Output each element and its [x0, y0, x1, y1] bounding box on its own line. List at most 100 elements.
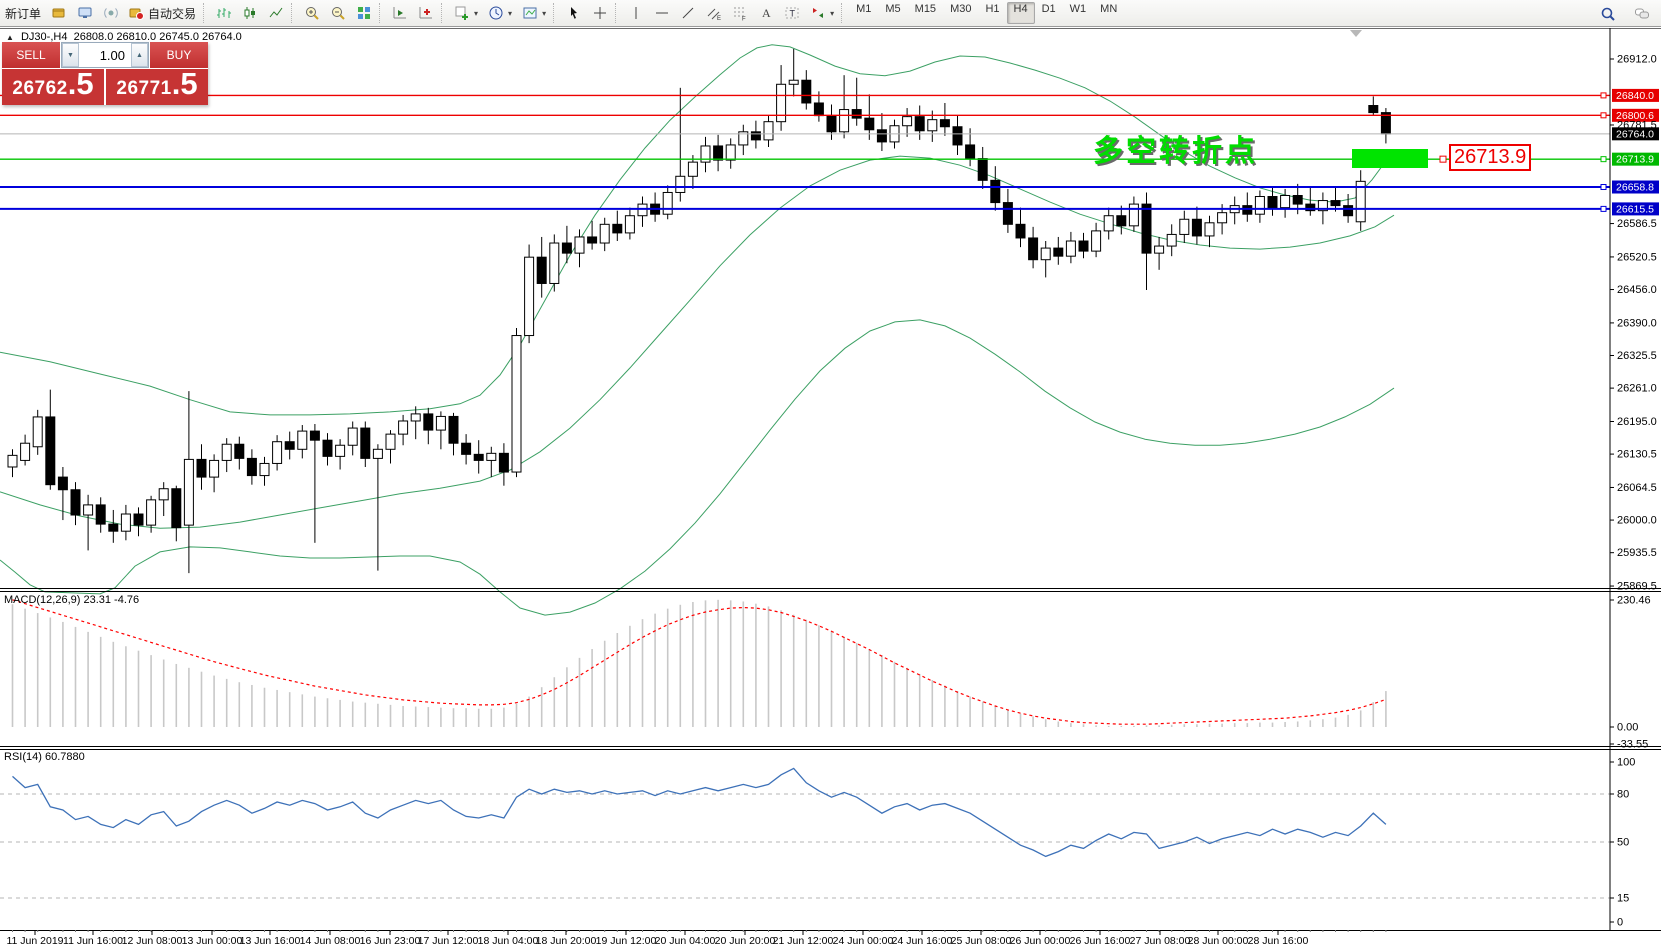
rsi-axis-label: 50: [1617, 837, 1629, 849]
candle-body-bear: [1015, 223, 1026, 239]
sell-button[interactable]: SELL: [2, 42, 60, 68]
volume-input[interactable]: 1.00: [99, 47, 125, 63]
templates-button[interactable]: ▾: [517, 1, 551, 25]
crosshair-button[interactable]: [587, 1, 613, 25]
candle-body-bear: [461, 442, 472, 455]
main-toolbar: 新订单 自动交易 ▾ ▾ ▾ E F A T ▾ M1 M5 M15 M30 H1 H4 D1 W1 MN: [0, 0, 1661, 27]
text-button[interactable]: A: [753, 1, 779, 25]
volume-decrease-button[interactable]: ▼: [62, 43, 79, 67]
market-watch-icon: [77, 5, 93, 21]
cursor-icon: [566, 5, 582, 21]
time-axis-label: 28 Jun 00:00: [1188, 935, 1249, 947]
sell-price-button[interactable]: 26762 .5: [2, 68, 104, 105]
timeframe-h4-button[interactable]: H4: [1006, 2, 1035, 24]
signals-icon[interactable]: [98, 1, 124, 25]
new-order-button[interactable]: 新订单: [0, 1, 46, 25]
bar-chart-button[interactable]: [211, 1, 237, 25]
text-icon: A: [758, 5, 774, 21]
candle-body-bear: [1343, 205, 1354, 217]
candle-body-bull: [32, 416, 43, 448]
timeframe-m5-button[interactable]: M5: [885, 3, 901, 15]
candle-body-bear: [309, 430, 320, 441]
signals-icon: [103, 5, 119, 21]
crosshair-icon: [592, 5, 608, 21]
candle-body-bull: [1280, 195, 1291, 209]
time-axis-label: 27 Jun 08:00: [1130, 935, 1191, 947]
axis-tick-label: 26520.5: [1617, 251, 1657, 263]
fibonacci-button[interactable]: F: [727, 1, 753, 25]
candle-body-bear: [360, 427, 371, 459]
add-indicator-button[interactable]: ▾: [449, 1, 483, 25]
time-axis-label: 21 Jun 12:00: [773, 935, 834, 947]
auto-trading-icon: [129, 5, 145, 21]
open-chart-icon[interactable]: [46, 1, 72, 25]
zoom-in-button[interactable]: [299, 1, 325, 25]
candle-body-bear: [713, 145, 724, 161]
timeframe-h1-button[interactable]: H1: [985, 3, 1000, 15]
arrows-button[interactable]: ▾: [805, 1, 839, 25]
channel-button[interactable]: E: [701, 1, 727, 25]
zoom-in-icon: [304, 5, 320, 21]
text-label-button[interactable]: T: [779, 1, 805, 25]
timeframe-d1-button[interactable]: D1: [1041, 3, 1056, 15]
price-badge-label: 26713.9: [1616, 154, 1654, 166]
tile-windows-icon: [356, 5, 372, 21]
timeframe-mn-button[interactable]: MN: [1100, 3, 1118, 15]
candle-body-bull: [1103, 215, 1114, 232]
timeframe-m15-button[interactable]: M15: [914, 3, 937, 15]
candle-body-bull: [1065, 240, 1076, 257]
price-badge: [1612, 180, 1659, 194]
candle-body-bear: [1002, 202, 1013, 225]
time-axis-label: 14 Jun 08:00: [300, 935, 361, 947]
market-watch-icon[interactable]: [72, 1, 98, 25]
periods-button[interactable]: ▾: [483, 1, 517, 25]
auto-trading-label: 自动交易: [148, 6, 197, 21]
candle-body-bear: [95, 504, 106, 525]
price-label-box[interactable]: 26713.9: [1449, 144, 1532, 171]
text-label-icon: T: [784, 5, 800, 21]
axis-tick-label: 26130.5: [1617, 449, 1657, 461]
zoom-out-button[interactable]: [325, 1, 351, 25]
timeframe-m30-button[interactable]: M30: [950, 3, 972, 15]
candlestick-chart-button[interactable]: [237, 1, 263, 25]
vertical-line-button[interactable]: [623, 1, 649, 25]
candle-body-bear: [70, 489, 81, 516]
chart-shift-button[interactable]: [387, 1, 413, 25]
candle-body-bull: [1179, 218, 1190, 235]
price-badge-label: 26840.0: [1616, 90, 1654, 102]
buy-button[interactable]: BUY: [150, 42, 208, 68]
candle-body-bear: [876, 129, 887, 143]
fibonacci-icon: F: [732, 5, 748, 21]
timeframe-w1-button[interactable]: W1: [1069, 3, 1087, 15]
candle-body-bull: [259, 462, 270, 477]
toolbar-separator: [553, 3, 559, 23]
collapse-arrow-icon[interactable]: ▲: [6, 33, 14, 42]
bollinger-lower-band: [0, 319, 1395, 616]
buy-price-button[interactable]: 26771 .5: [106, 68, 208, 105]
auto-trading-button[interactable]: 自动交易: [124, 1, 201, 25]
trade-panel-header: SELL ▼ 1.00 ▲ BUY: [2, 42, 208, 68]
timeframe-m1-button[interactable]: M1: [856, 3, 872, 15]
chart-annotation-text[interactable]: 多空转折点: [1093, 135, 1258, 168]
bar-chart-icon: [216, 5, 232, 21]
chat-button[interactable]: [1629, 2, 1655, 26]
auto-scroll-button[interactable]: [413, 1, 439, 25]
svg-text:A: A: [762, 6, 771, 20]
trendline-button[interactable]: [675, 1, 701, 25]
candle-body-bull: [1040, 247, 1051, 261]
horizontal-line-button[interactable]: [649, 1, 675, 25]
candle-body-bear: [423, 413, 434, 431]
time-axis-label: 20 Jun 20:00: [715, 935, 776, 947]
macd-axis-label: 230.46: [1617, 595, 1651, 607]
search-button[interactable]: [1595, 2, 1621, 26]
volume-increase-button[interactable]: ▲: [131, 43, 148, 67]
tile-windows-button[interactable]: [351, 1, 377, 25]
cursor-button[interactable]: [561, 1, 587, 25]
candle-body-bear: [561, 242, 572, 254]
time-axis-label: 24 Jun 16:00: [892, 935, 953, 947]
highlight-rectangle-object[interactable]: [1352, 149, 1428, 168]
line-chart-button[interactable]: [263, 1, 289, 25]
candle-body-bull: [297, 430, 308, 450]
candle-body-bull: [83, 504, 94, 516]
